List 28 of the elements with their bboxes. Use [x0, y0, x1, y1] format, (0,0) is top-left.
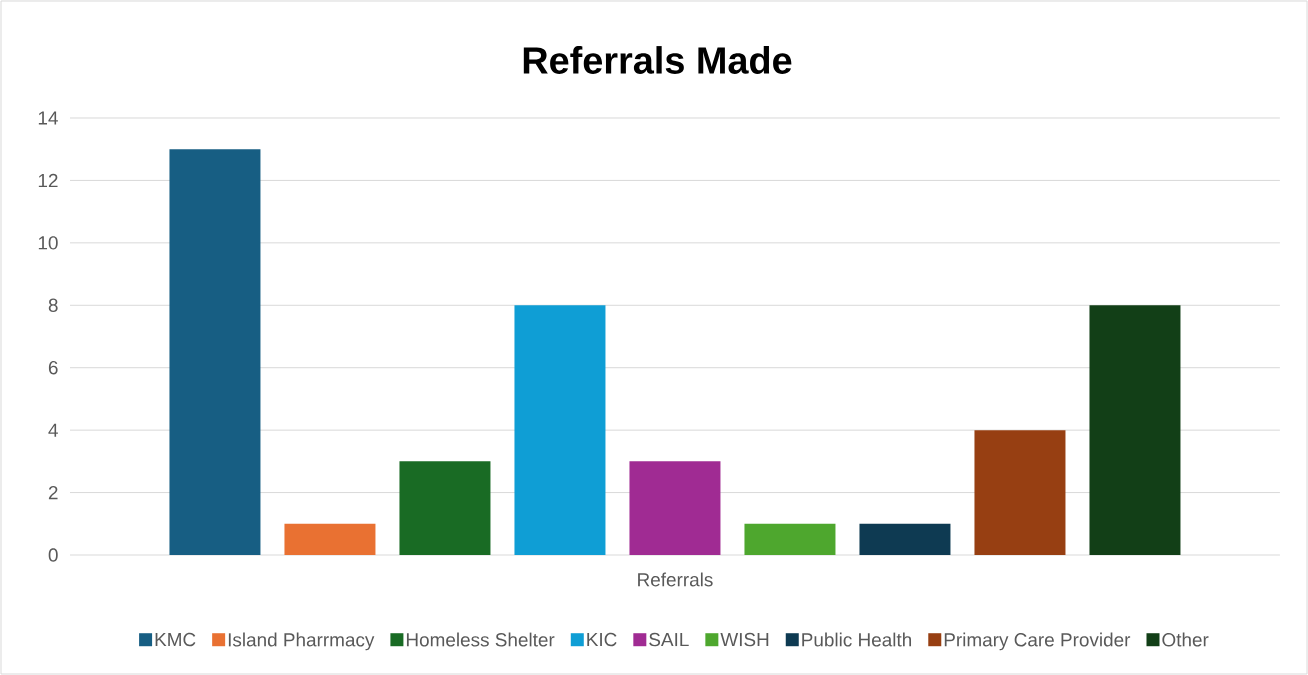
x-tick-label: Referrals: [638, 572, 713, 587]
legend-label: SAIL: [649, 632, 689, 647]
bar: [859, 523, 951, 555]
chart-title: Referrals Made: [523, 46, 792, 74]
y-tick-label: 6: [48, 361, 58, 375]
bar: [399, 461, 491, 555]
bar: [744, 523, 836, 555]
legend-label: Other: [1162, 632, 1209, 647]
legend-label: KMC: [155, 632, 196, 647]
legend-label: WISH: [720, 632, 769, 647]
y-tick-label: 4: [48, 423, 58, 437]
legend-label: Island Pharrmacy: [228, 632, 375, 651]
legend-label: Public Health: [802, 632, 912, 647]
y-tick-label: 8: [48, 298, 58, 312]
y-tick-label: 0: [48, 548, 58, 562]
y-tick-label: 10: [38, 236, 58, 250]
bar: [514, 305, 606, 555]
legend-label: KIC: [587, 632, 617, 647]
y-tick-label: 14: [38, 111, 58, 125]
y-tick-label: 12: [38, 173, 58, 188]
bar: [1089, 305, 1181, 555]
bar: [974, 430, 1066, 555]
bar: [629, 461, 721, 555]
bar: [284, 523, 376, 555]
y-tick-label: 2: [48, 485, 58, 500]
legend-label: Primary Care Provider: [944, 632, 1131, 651]
legend-label: Homeless Shelter: [406, 632, 555, 647]
bar: [169, 149, 261, 555]
